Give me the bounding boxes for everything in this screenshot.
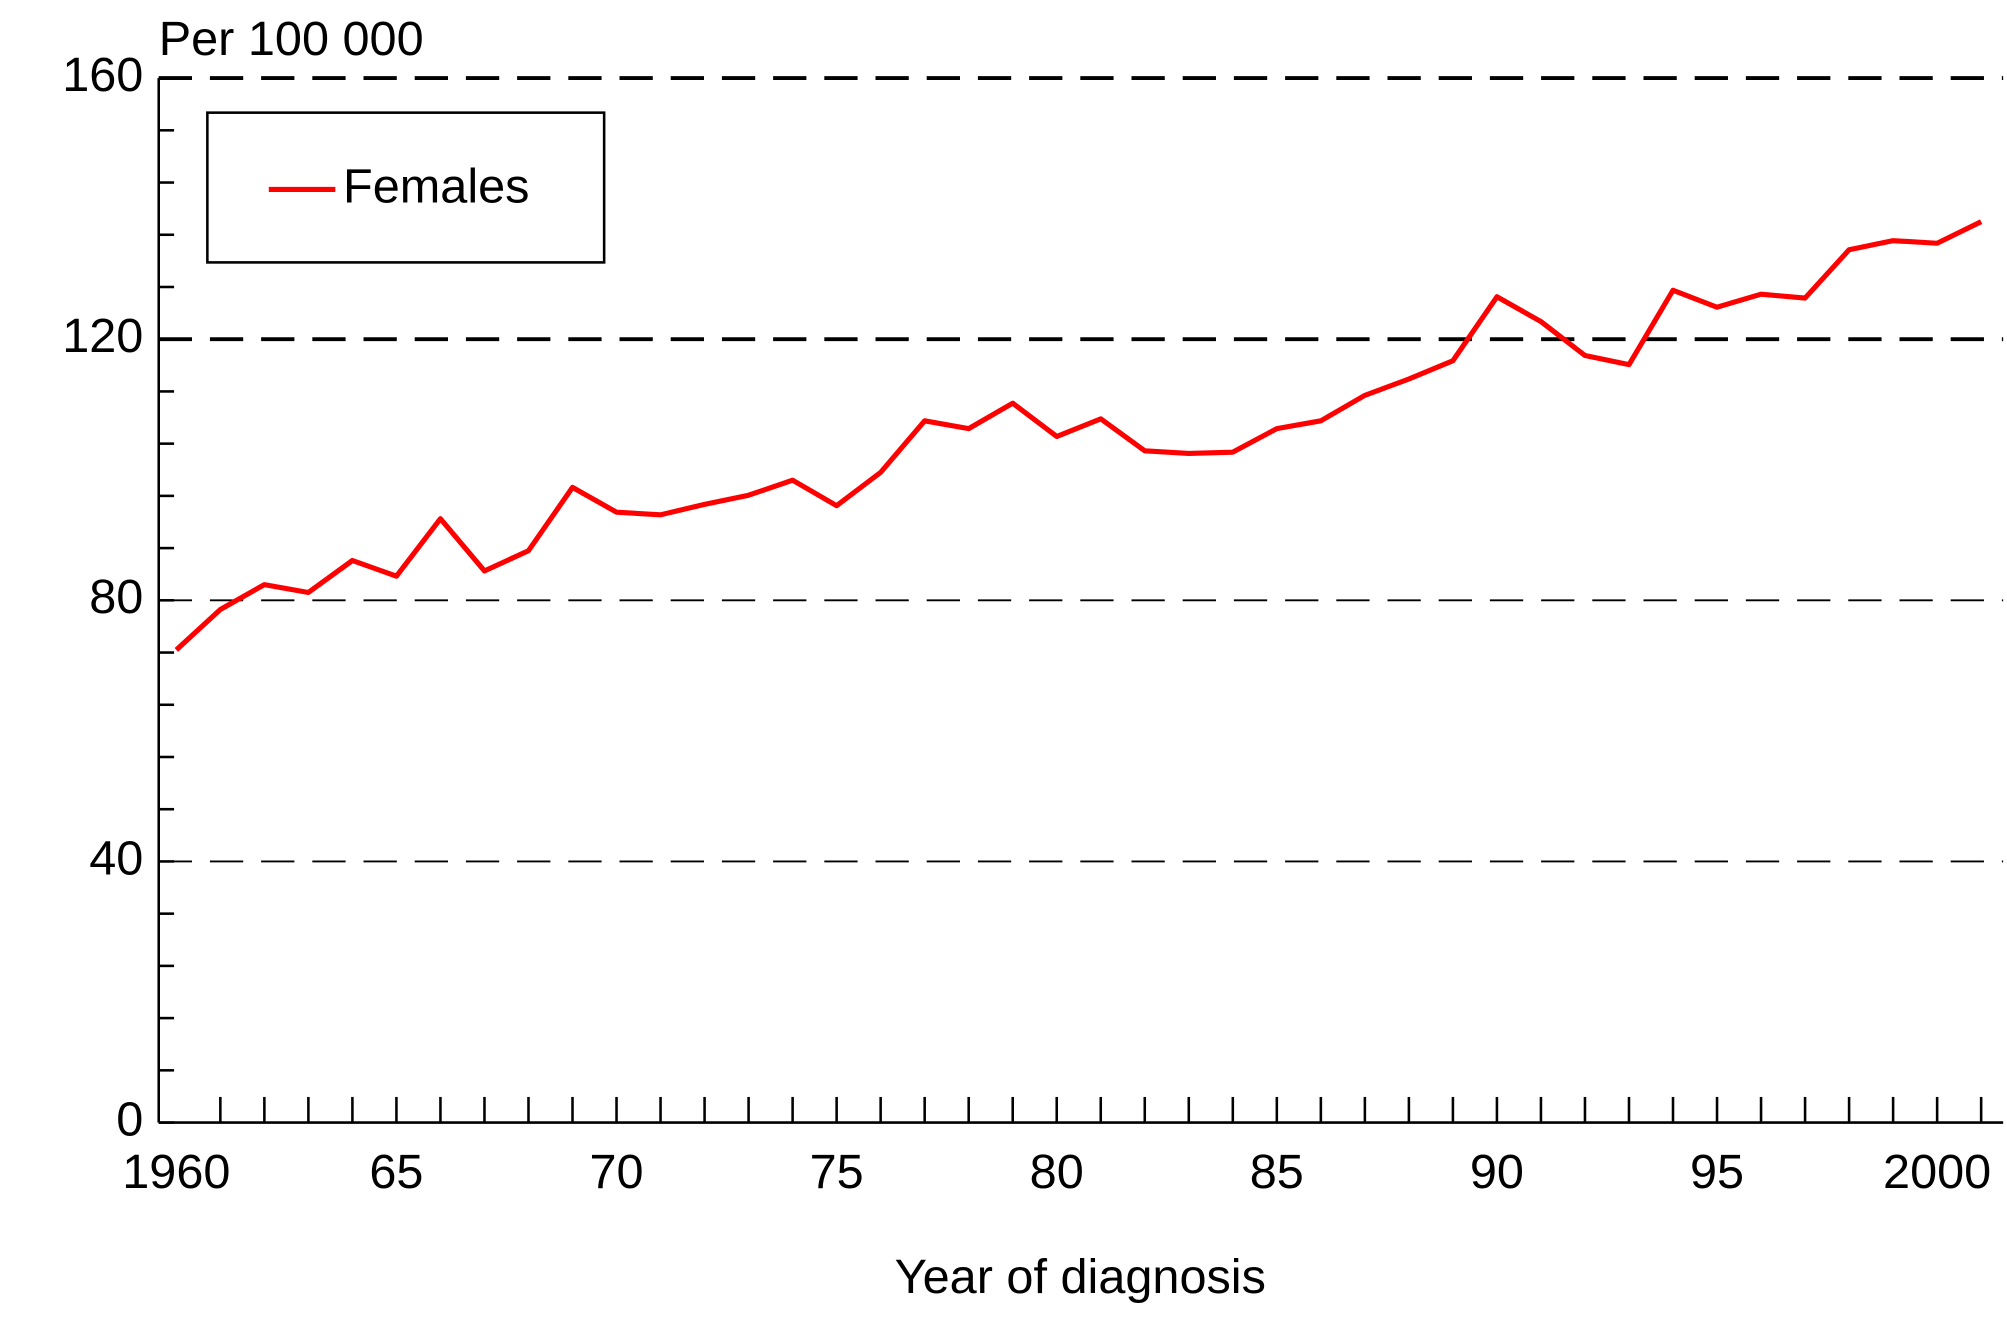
x-axis-label: Year of diagnosis bbox=[895, 1250, 1266, 1304]
x-tick-label: 65 bbox=[369, 1145, 423, 1199]
x-tick-label: 85 bbox=[1250, 1145, 1304, 1199]
legend-label: Females bbox=[343, 159, 529, 213]
x-tick-label: 90 bbox=[1470, 1145, 1524, 1199]
y-tick-label: 160 bbox=[62, 48, 143, 102]
x-tick-label: 1960 bbox=[122, 1145, 230, 1199]
y-tick-label: 120 bbox=[62, 309, 143, 363]
y-tick-label: 0 bbox=[116, 1092, 143, 1146]
y-axis-label: Per 100 000 bbox=[159, 12, 424, 66]
x-tick-label: 80 bbox=[1030, 1145, 1084, 1199]
x-tick-label: 95 bbox=[1690, 1145, 1744, 1199]
x-tick-label: 2000 bbox=[1883, 1145, 1991, 1199]
y-tick-label: 40 bbox=[89, 831, 143, 885]
y-tick-label: 80 bbox=[89, 570, 143, 624]
x-tick-label: 75 bbox=[810, 1145, 864, 1199]
data-line bbox=[174, 219, 1983, 652]
x-tick-label: 70 bbox=[589, 1145, 643, 1199]
